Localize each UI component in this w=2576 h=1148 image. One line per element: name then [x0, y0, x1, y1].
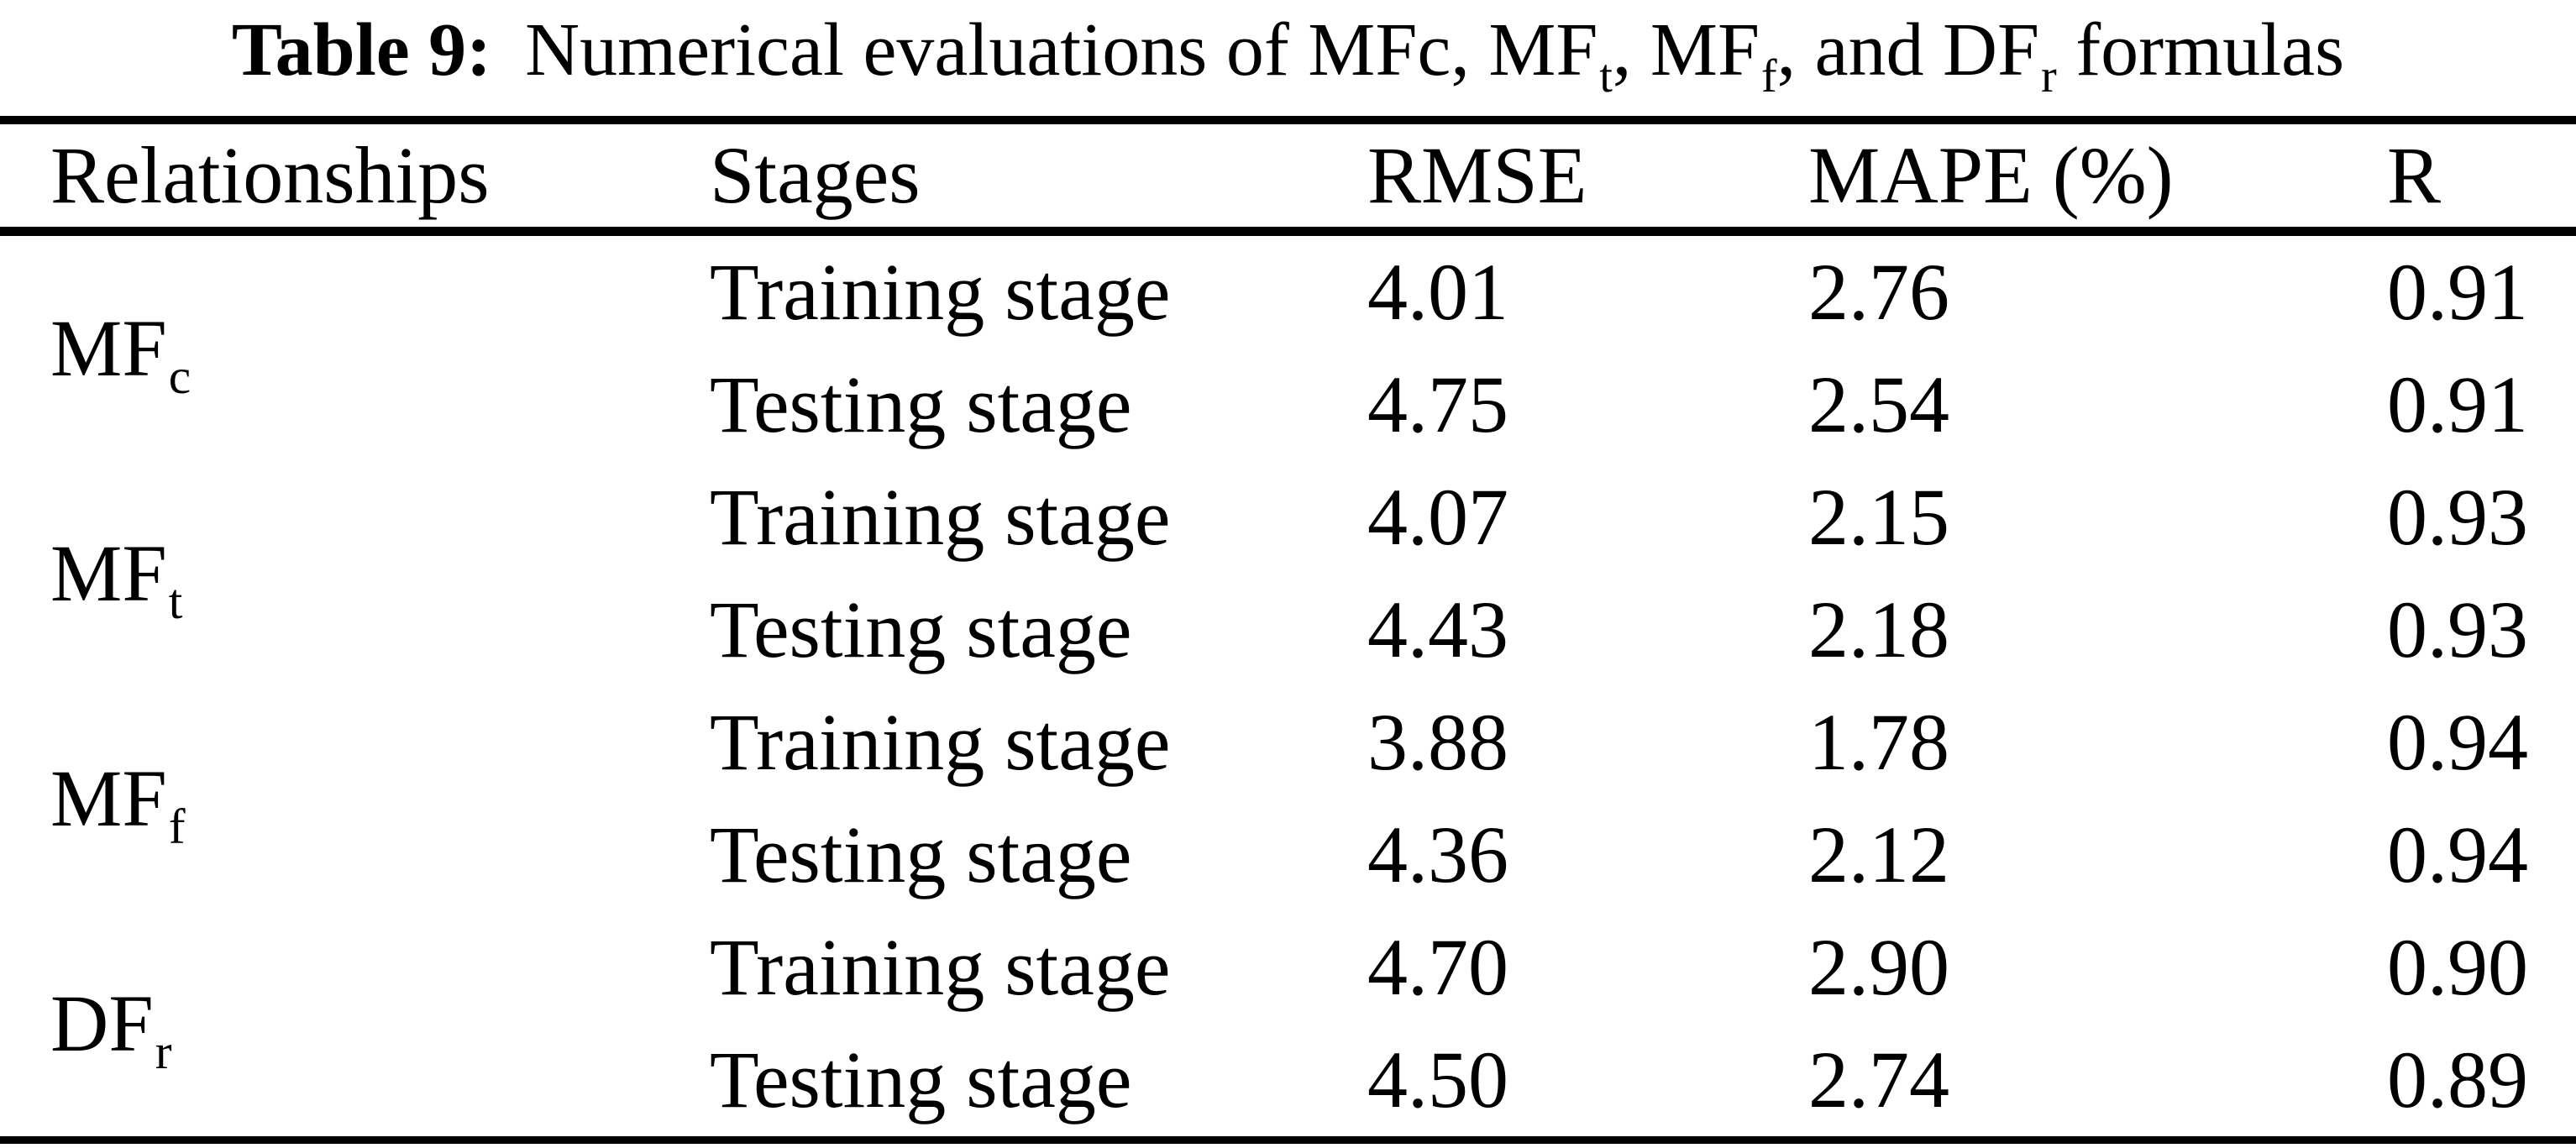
stage-cell: Testing stage	[710, 359, 1132, 449]
table-row: Testing stage 4.50 2.74 0.89	[0, 1024, 2576, 1140]
relationship-cell-mft: MFt	[0, 461, 710, 686]
mape-cell: 2.12	[1808, 810, 1949, 899]
rmse-cell: 4.01	[1367, 247, 1508, 337]
rmse-cell: 4.50	[1367, 1035, 1508, 1124]
mape-cell: 2.18	[1808, 584, 1949, 674]
column-header-mape: MAPE (%)	[1808, 130, 2174, 220]
header-row: Relationships Stages RMSE MAPE (%) R	[0, 120, 2576, 232]
relationship-subscript: c	[168, 348, 191, 404]
rmse-cell: 4.43	[1367, 584, 1508, 674]
relationship-base: MF	[50, 528, 167, 618]
mape-cell: 1.78	[1808, 697, 1949, 787]
table-row: MFc Training stage 4.01 2.76 0.91	[0, 232, 2576, 401]
r-cell: 0.89	[2387, 1035, 2528, 1124]
caption-text-1: Numerical evaluations of MFc, MF	[525, 8, 1598, 92]
r-cell: 0.90	[2387, 922, 2528, 1012]
relationship-subscript: r	[155, 1023, 172, 1079]
stage-cell: Training stage	[710, 472, 1171, 562]
results-table: Relationships Stages RMSE MAPE (%) R MFc…	[0, 116, 2576, 1144]
r-cell: 0.91	[2387, 359, 2528, 449]
rmse-cell: 4.07	[1367, 472, 1508, 562]
mape-cell: 2.15	[1808, 472, 1949, 562]
relationship-cell-mff: MFf	[0, 686, 710, 911]
mape-cell: 2.90	[1808, 922, 1949, 1012]
stage-cell: Training stage	[710, 697, 1171, 787]
table-row: DFr Training stage 4.70 2.90 0.90	[0, 911, 2576, 1077]
table-row: Testing stage 4.43 2.18 0.93	[0, 574, 2576, 686]
rmse-cell: 4.70	[1367, 922, 1508, 1012]
caption-subscript-f: f	[1761, 50, 1777, 102]
relationship-base: DF	[50, 978, 154, 1068]
relationship-base: MF	[50, 303, 167, 393]
stage-cell: Testing stage	[710, 1035, 1132, 1124]
stage-cell: Training stage	[710, 247, 1171, 337]
caption-label: Table 9:	[231, 8, 492, 92]
column-header-relationships: Relationships	[50, 130, 490, 220]
r-cell: 0.91	[2387, 247, 2528, 337]
rmse-cell: 4.36	[1367, 810, 1508, 899]
r-cell: 0.93	[2387, 472, 2528, 562]
table-row: Testing stage 4.36 2.12 0.94	[0, 799, 2576, 911]
caption-subscript-r: r	[2041, 50, 2057, 102]
table-row: MFt Training stage 4.07 2.15 0.93	[0, 461, 2576, 626]
rmse-cell: 3.88	[1367, 697, 1508, 787]
r-cell: 0.93	[2387, 584, 2528, 674]
stage-cell: Testing stage	[710, 810, 1132, 899]
stage-cell: Training stage	[710, 922, 1171, 1012]
table-row: Testing stage 4.75 2.54 0.91	[0, 349, 2576, 461]
r-cell: 0.94	[2387, 697, 2528, 787]
column-header-stages: Stages	[710, 130, 921, 220]
r-cell: 0.94	[2387, 810, 2528, 899]
table-row: MFf Training stage 3.88 1.78 0.94	[0, 686, 2576, 852]
column-header-rmse: RMSE	[1367, 130, 1587, 220]
caption-text-3: , and DF	[1776, 8, 2040, 92]
relationship-subscript: f	[168, 798, 186, 854]
relationship-base: MF	[50, 753, 167, 843]
mape-cell: 2.76	[1808, 247, 1949, 337]
column-header-r: R	[2387, 130, 2442, 220]
stage-cell: Testing stage	[710, 584, 1132, 674]
relationship-cell-dfr: DFr	[0, 911, 710, 1140]
mape-cell: 2.74	[1808, 1035, 1949, 1124]
caption-subscript-t: t	[1599, 50, 1613, 102]
relationship-subscript: t	[168, 573, 183, 629]
caption-text-2: , MF	[1612, 8, 1760, 92]
mape-cell: 2.54	[1808, 359, 1949, 449]
caption-text-4: formulas	[2056, 8, 2345, 92]
rmse-cell: 4.75	[1367, 359, 1508, 449]
table-caption: Table 9: Numerical evaluations of MFc, MF…	[0, 0, 2576, 116]
relationship-cell-mfc: MFc	[0, 232, 710, 462]
